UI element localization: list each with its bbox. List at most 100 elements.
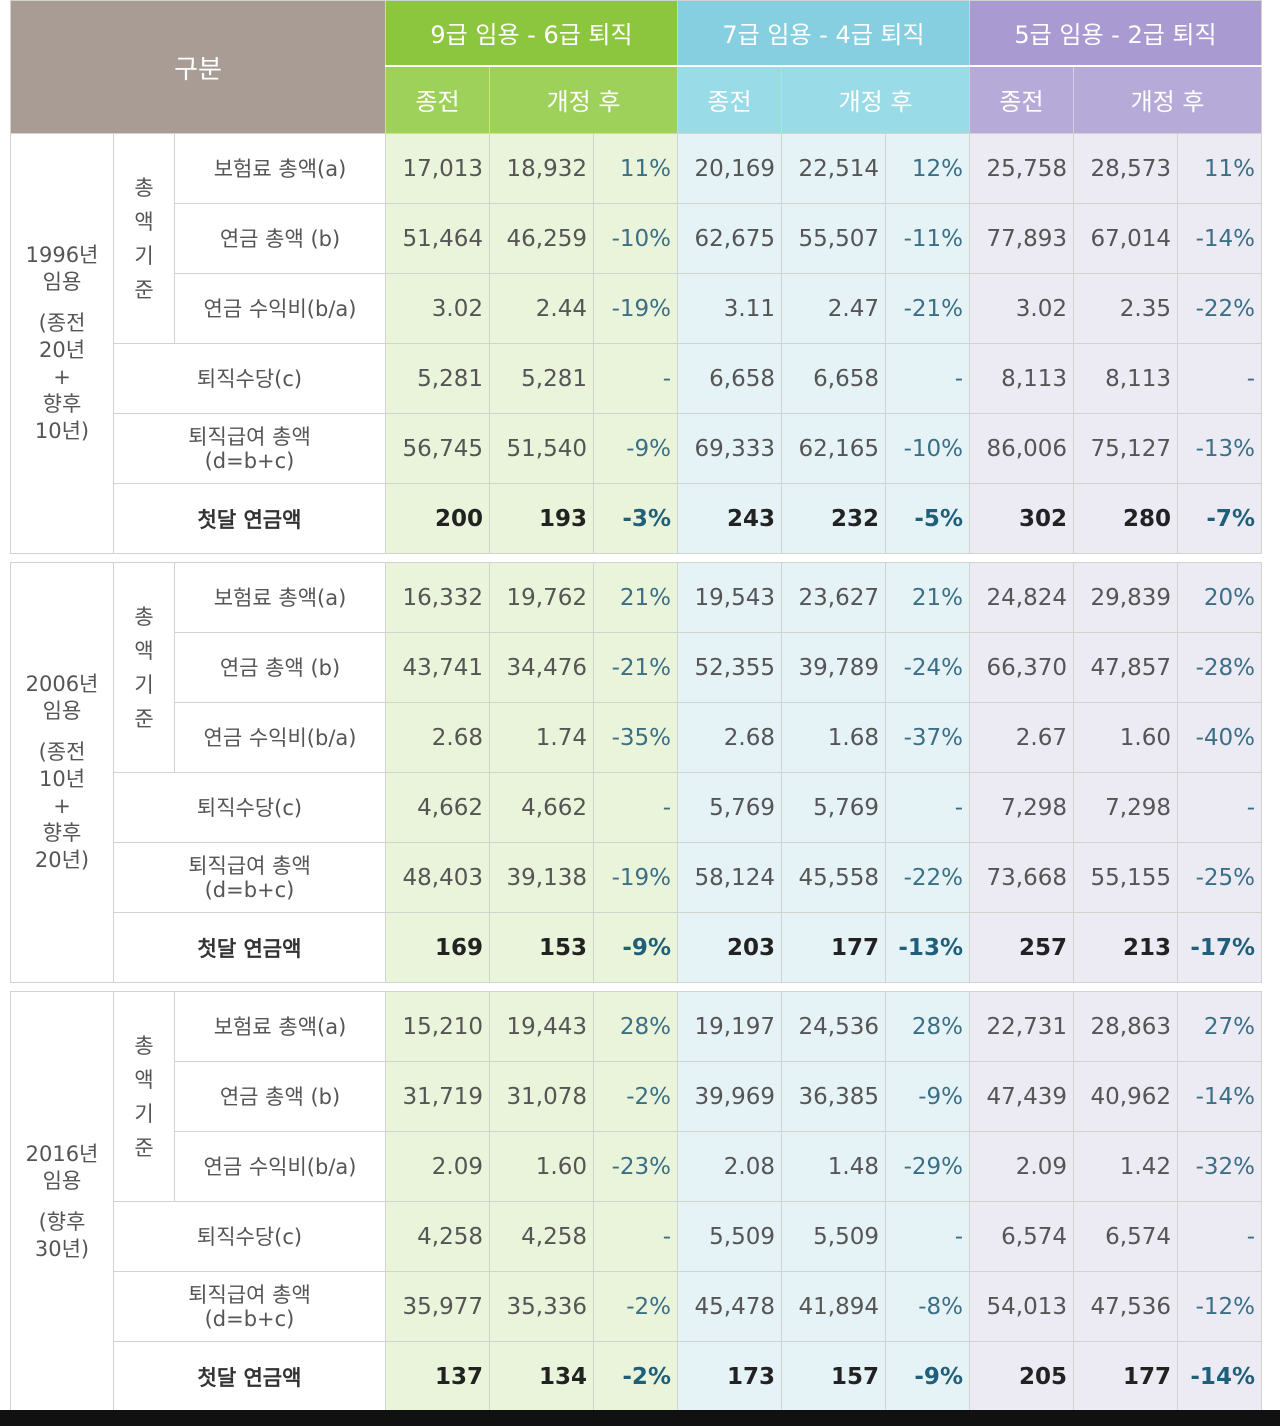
- after-value-cell: 2.35: [1073, 273, 1178, 344]
- row-label-line: (d=b+c): [204, 448, 295, 473]
- pension-row: 연금 총액 (b) 31,719 31,078 -2% 39,969 36,385 -9% 4…: [11, 1061, 1262, 1132]
- before-value-cell: 24,824: [969, 562, 1074, 633]
- before-value-cell: 48,403: [385, 842, 490, 913]
- after-value-cell: 34,476: [489, 632, 594, 703]
- after-value-cell: 45,558: [781, 842, 886, 913]
- year-line: 향후: [42, 392, 82, 416]
- before-value-cell: 5,509: [677, 1201, 782, 1272]
- before-value-cell: 302: [969, 483, 1074, 554]
- header-group-5-to-2: 5급 임용 - 2급 퇴직: [969, 0, 1262, 66]
- after-value-cell: 5,769: [781, 772, 886, 843]
- change-cell: -: [885, 343, 970, 414]
- before-value-cell: 6,574: [969, 1201, 1074, 1272]
- row-label: 연금 수익비(b/a): [174, 702, 386, 773]
- after-value-cell: 1.68: [781, 702, 886, 773]
- year-line: 10년: [38, 767, 86, 791]
- change-cell: 27%: [1177, 991, 1262, 1062]
- after-value-cell: 22,514: [781, 133, 886, 204]
- change-cell: -19%: [593, 842, 678, 913]
- change-cell: -22%: [1177, 273, 1262, 344]
- change-cell: -: [885, 1201, 970, 1272]
- after-value-cell: 177: [781, 912, 886, 983]
- year-line: +: [53, 794, 71, 818]
- row-label: 연금 총액 (b): [174, 632, 386, 703]
- axis-char: 액: [134, 638, 154, 663]
- change-cell: -24%: [885, 632, 970, 703]
- after-value-cell: 19,762: [489, 562, 594, 633]
- before-value-cell: 2.68: [677, 702, 782, 773]
- before-value-cell: 15,210: [385, 991, 490, 1062]
- before-value-cell: 52,355: [677, 632, 782, 703]
- change-cell: -9%: [885, 1061, 970, 1132]
- change-cell: -2%: [593, 1271, 678, 1342]
- change-cell: -7%: [1177, 483, 1262, 554]
- after-value-cell: 46,259: [489, 203, 594, 274]
- change-cell: -35%: [593, 702, 678, 773]
- year-line: [12, 725, 113, 739]
- before-value-cell: 8,113: [969, 343, 1074, 414]
- before-value-cell: 6,658: [677, 343, 782, 414]
- before-value-cell: 58,124: [677, 842, 782, 913]
- change-cell: -9%: [593, 413, 678, 484]
- row-label: 퇴직수당(c): [113, 772, 386, 843]
- change-cell: -40%: [1177, 702, 1262, 773]
- year-line: [12, 296, 113, 310]
- header-gubun: 구분: [10, 0, 386, 134]
- year-line: 2006년: [25, 672, 99, 696]
- premium-row: 2006년 임용 (종전 10년 + 향후 20년) 총 액 기 준 보험료 총액(a) 16,332 1…: [10, 562, 1262, 983]
- after-value-cell: 23,627: [781, 562, 886, 633]
- before-value-cell: 77,893: [969, 203, 1074, 274]
- after-value-cell: 2.47: [781, 273, 886, 344]
- after-value-cell: 280: [1073, 483, 1178, 554]
- before-value-cell: 137: [385, 1341, 490, 1412]
- year-line: 20년: [38, 338, 86, 362]
- before-value-cell: 39,969: [677, 1061, 782, 1132]
- after-value-cell: 4,662: [489, 772, 594, 843]
- row-label: 연금 총액 (b): [174, 1061, 386, 1132]
- year-line: (종전: [38, 740, 86, 764]
- change-cell: -: [1177, 772, 1262, 843]
- before-value-cell: 66,370: [969, 632, 1074, 703]
- before-value-cell: 2.09: [385, 1131, 490, 1202]
- row-label: 보험료 총액(a): [174, 133, 386, 204]
- after-value-cell: 8,113: [1073, 343, 1178, 414]
- before-value-cell: 243: [677, 483, 782, 554]
- pension-comparison-table: 구분 9급 임용 - 6급 퇴직 7급 임용 - 4급 퇴직 5급 임용 - 2…: [10, 0, 1262, 1412]
- row-label: 연금 수익비(b/a): [174, 273, 386, 344]
- retire-allowance-row: 퇴직수당(c) 4,662 4,662-5,769 5,769-7,298 7,298-: [11, 772, 1262, 843]
- after-value-cell: 7,298: [1073, 772, 1178, 843]
- before-value-cell: 169: [385, 912, 490, 983]
- after-value-cell: 55,507: [781, 203, 886, 274]
- after-value-cell: 1.74: [489, 702, 594, 773]
- before-value-cell: 4,662: [385, 772, 490, 843]
- after-value-cell: 157: [781, 1341, 886, 1412]
- change-cell: -8%: [885, 1271, 970, 1342]
- axis-char: 기: [134, 1101, 154, 1126]
- after-value-cell: 177: [1073, 1341, 1178, 1412]
- row-label: 퇴직수당(c): [113, 343, 386, 414]
- after-value-cell: 41,894: [781, 1271, 886, 1342]
- header-group-9-to-6: 9급 임용 - 6급 퇴직: [385, 0, 678, 66]
- retire-allowance-row: 퇴직수당(c) 4,258 4,258-5,509 5,509-6,574 6,574-: [11, 1201, 1262, 1272]
- row-label: 보험료 총액(a): [174, 991, 386, 1062]
- before-value-cell: 16,332: [385, 562, 490, 633]
- row-label: 보험료 총액(a): [174, 562, 386, 633]
- after-value-cell: 47,857: [1073, 632, 1178, 703]
- axis-char: 기: [134, 672, 154, 697]
- row-label: 첫달 연금액: [113, 1341, 386, 1412]
- section-gap: [10, 553, 1262, 563]
- axis-char: 준: [134, 277, 154, 302]
- after-value-cell: 28,573: [1073, 133, 1178, 204]
- after-value-cell: 31,078: [489, 1061, 594, 1132]
- after-value-cell: 2.44: [489, 273, 594, 344]
- axis-char: 액: [134, 209, 154, 234]
- after-value-cell: 55,155: [1073, 842, 1178, 913]
- change-cell: -13%: [885, 912, 970, 983]
- before-value-cell: 43,741: [385, 632, 490, 703]
- change-cell: -: [1177, 1201, 1262, 1272]
- row-label: 첫달 연금액: [113, 912, 386, 983]
- before-value-cell: 19,197: [677, 991, 782, 1062]
- before-value-cell: 257: [969, 912, 1074, 983]
